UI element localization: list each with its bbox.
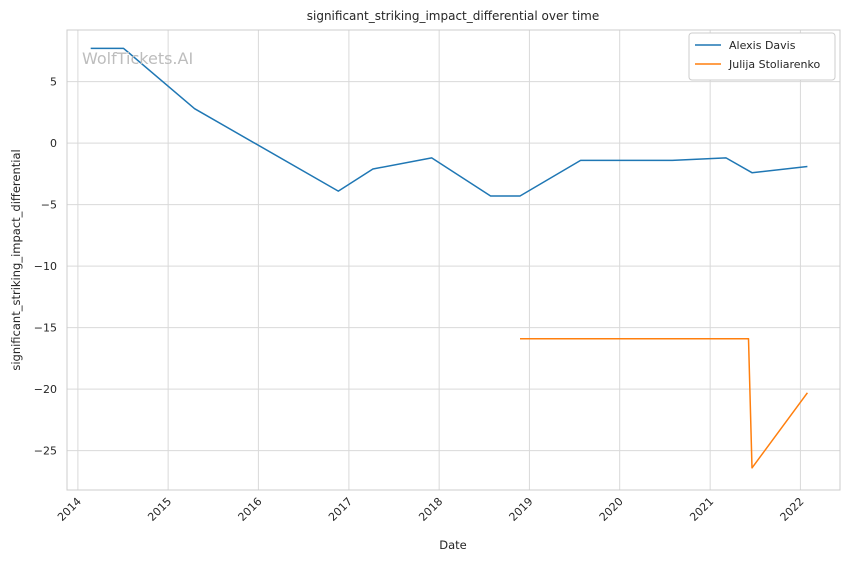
legend-box [688, 32, 836, 81]
y-tick-label: −15 [34, 322, 57, 335]
y-tick-label: 5 [50, 76, 57, 89]
y-tick-label: −20 [34, 383, 57, 396]
x-tick-label: 2017 [326, 495, 355, 524]
y-tick-label: −5 [41, 199, 57, 212]
legend-label: Alexis Davis [729, 39, 796, 52]
legend-label: Julija Stoliarenko [728, 58, 820, 71]
y-axis-ticks: 5 0 −5 −10 −15 −20 −25 [34, 76, 57, 458]
x-axis-title: Date [439, 538, 467, 552]
x-tick-label: 2019 [507, 495, 536, 524]
x-tick-label: 2014 [55, 495, 84, 524]
x-tick-label: 2020 [597, 495, 626, 524]
y-tick-label: −10 [34, 260, 57, 273]
legend: Alexis Davis Julija Stoliarenko [688, 32, 836, 81]
watermark: WolfTickets.AI [82, 49, 193, 68]
x-tick-label: 2022 [778, 495, 807, 524]
x-tick-label: 2016 [236, 495, 265, 524]
y-tick-label: 0 [50, 137, 57, 150]
y-tick-label: −25 [34, 445, 57, 458]
x-tick-label: 2015 [145, 495, 174, 524]
y-axis-title: significant_striking_impact_differential [9, 149, 23, 370]
plot-frame [66, 29, 841, 491]
x-tick-label: 2021 [687, 495, 716, 524]
x-axis-ticks: 2014 2015 2016 2017 2018 2019 2020 2021 2022 [55, 495, 807, 524]
series-line-1 [520, 337, 809, 469]
grid [67, 30, 840, 490]
chart-title: significant_striking_impact_differential… [307, 9, 599, 23]
series-line-0 [90, 47, 808, 197]
series-lines [90, 47, 809, 469]
x-tick-label: 2018 [416, 495, 445, 524]
